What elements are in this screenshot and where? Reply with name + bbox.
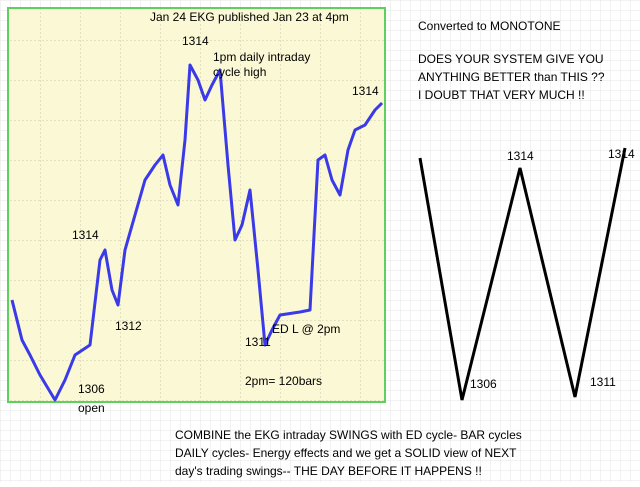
right-line: DOES YOUR SYSTEM GIVE YOU bbox=[418, 52, 604, 66]
annotation: 1311 bbox=[245, 335, 271, 349]
monotone-w bbox=[418, 147, 627, 401]
right-heading: Converted to MONOTONE bbox=[418, 19, 561, 33]
price-line bbox=[10, 63, 384, 402]
footer-line: day's trading swings-- THE DAY BEFORE IT… bbox=[175, 464, 482, 478]
annotation: ED L @ 2pm bbox=[272, 322, 340, 336]
annotation: 1314 bbox=[352, 84, 379, 98]
annotation: open bbox=[78, 401, 105, 415]
annotation: 1306 bbox=[78, 382, 105, 396]
w-label: 1306 bbox=[470, 377, 497, 391]
w-label: 1311 bbox=[590, 375, 616, 389]
chart-title: Jan 24 EKG published Jan 23 at 4pm bbox=[150, 10, 349, 24]
panel-grid bbox=[9, 9, 384, 401]
right-line: I DOUBT THAT VERY MUCH !! bbox=[418, 88, 585, 102]
annotation: 1pm daily intraday bbox=[213, 50, 310, 64]
annotation: cycle high bbox=[213, 65, 266, 79]
annotation: 2pm= 120bars bbox=[245, 374, 322, 388]
annotation: 1314 bbox=[72, 228, 99, 242]
footer-line: COMBINE the EKG intraday SWINGS with ED … bbox=[175, 428, 522, 442]
right-line: ANYTHING BETTER than THIS ?? bbox=[418, 70, 605, 84]
annotation: 1314 bbox=[182, 34, 209, 48]
footer-line: DAILY cycles- Energy effects and we get … bbox=[175, 446, 517, 460]
w-label: 1314 bbox=[608, 147, 635, 161]
annotation: 1312 bbox=[115, 319, 142, 333]
w-label: 1314 bbox=[507, 149, 534, 163]
